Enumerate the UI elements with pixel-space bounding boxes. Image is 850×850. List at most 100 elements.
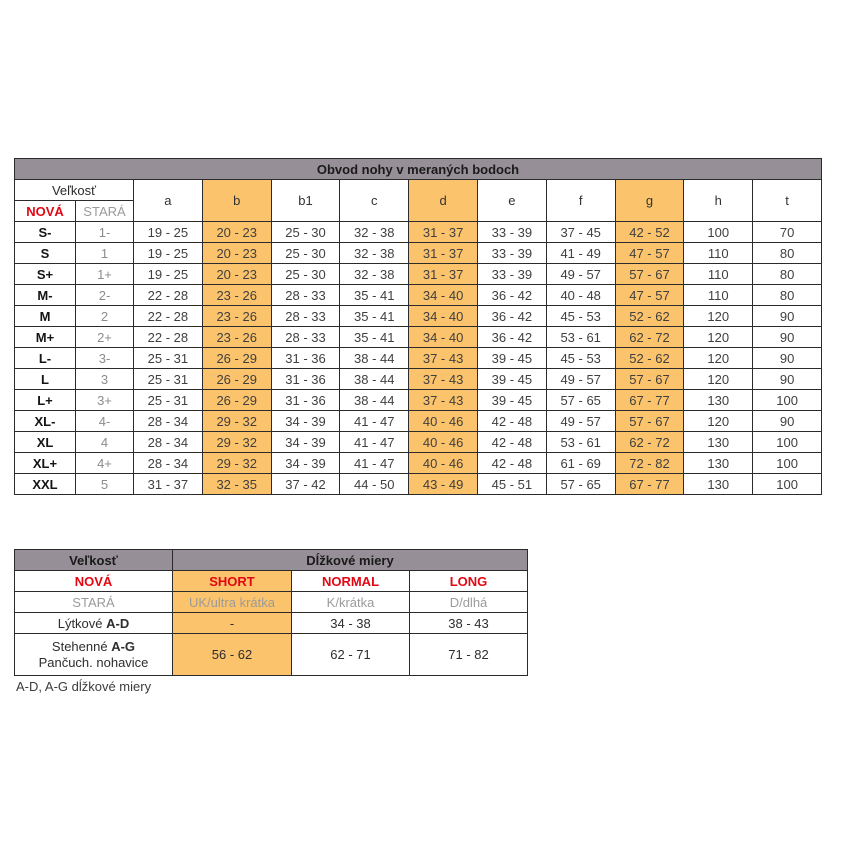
measure-cell-d: 37 - 43 [408, 389, 478, 411]
measure-cell-g: 57 - 67 [614, 410, 685, 432]
column-headers-row: Veľkosť a b b1 c d e f g h t [14, 179, 822, 222]
measure-cell-a: 28 - 34 [133, 410, 203, 432]
measure-cell-t: 90 [752, 347, 822, 369]
measure-cell-g: 47 - 57 [614, 242, 685, 264]
column-header-f: f [545, 179, 616, 222]
length-table-title: Dĺžkové miery [172, 549, 528, 571]
new-size-cell: M+ [14, 326, 76, 348]
size-row-XL+: XL+ 4+ 28 - 34 29 - 32 34 - 39 41 - 47 40 - 46… [14, 452, 822, 474]
measure-cell-f: 40 - 48 [545, 284, 616, 306]
column-header-a: a [133, 179, 203, 222]
measure-cell-b1: 31 - 36 [270, 347, 341, 369]
measure-cell-d: 34 - 40 [408, 284, 478, 306]
measure-cell-a: 28 - 34 [133, 431, 203, 453]
size-row-XXL: XXL 5 31 - 37 32 - 35 37 - 42 44 - 50 43 - 49 4… [14, 473, 822, 495]
measure-cell-b1: 28 - 33 [270, 326, 341, 348]
size-row-XL-: XL- 4- 28 - 34 29 - 32 34 - 39 41 - 47 40 - 46… [14, 410, 822, 432]
new-size-cell: M [14, 305, 76, 327]
measure-cell-a: 19 - 25 [133, 242, 203, 264]
old-normal-value: K/krátka [291, 591, 410, 613]
old-size-cell: 5 [75, 473, 134, 495]
new-size-cell: L [14, 368, 76, 390]
column-header-c: c [339, 179, 410, 222]
measure-cell-b1: 37 - 42 [270, 473, 341, 495]
footnote: A-D, A-G dĺžkové miery [16, 679, 152, 694]
calf-label-text: Lýtkové [57, 615, 103, 631]
size-row-L: L 3 25 - 31 26 - 29 31 - 36 38 - 44 37 - 43 39 … [14, 368, 822, 390]
measure-cell-h: 130 [683, 389, 754, 411]
new-label: NOVÁ [14, 570, 173, 592]
old-size-cell: 3 [75, 368, 134, 390]
thigh-label-text: Stehenné [51, 638, 108, 654]
measure-cell-c: 35 - 41 [339, 305, 410, 327]
measure-cell-t: 90 [752, 305, 822, 327]
size-row-L+: L+ 3+ 25 - 31 26 - 29 31 - 36 38 - 44 37 - 43 3… [14, 389, 822, 411]
old-size-cell: 2- [75, 284, 134, 306]
size-row-S+: S+ 1+ 19 - 25 20 - 23 25 - 30 32 - 38 31 - 37 3… [14, 263, 822, 285]
measure-cell-h: 130 [683, 473, 754, 495]
measure-cell-c: 32 - 38 [339, 263, 410, 285]
measure-cell-e: 42 - 48 [476, 452, 547, 474]
thigh-label-range: A-G [111, 638, 136, 654]
measure-cell-f: 49 - 57 [545, 263, 616, 285]
measure-cell-g: 42 - 52 [614, 221, 685, 243]
measure-cell-h: 120 [683, 368, 754, 390]
measure-cell-b: 20 - 23 [201, 221, 272, 243]
measure-cell-h: 110 [683, 242, 754, 264]
new-size-cell: XXL [14, 473, 76, 495]
measure-cell-g: 67 - 77 [614, 473, 685, 495]
measure-cell-h: 120 [683, 410, 754, 432]
old-size-cell: 1+ [75, 263, 134, 285]
measure-cell-t: 80 [752, 242, 822, 264]
measure-cell-f: 57 - 65 [545, 389, 616, 411]
measure-cell-g: 52 - 62 [614, 305, 685, 327]
measure-cell-a: 22 - 28 [133, 284, 203, 306]
measure-cell-a: 28 - 34 [133, 452, 203, 474]
measure-cell-h: 130 [683, 431, 754, 453]
measure-cell-d: 37 - 43 [408, 347, 478, 369]
old-size-cell: 3- [75, 347, 134, 369]
calf-label: Lýtkové A-D [14, 612, 173, 634]
measure-cell-b: 23 - 26 [201, 326, 272, 348]
measure-cell-h: 130 [683, 452, 754, 474]
measure-cell-h: 110 [683, 263, 754, 285]
measure-cell-d: 34 - 40 [408, 305, 478, 327]
measure-cell-d: 40 - 46 [408, 410, 478, 432]
measure-cell-d: 34 - 40 [408, 326, 478, 348]
measure-cell-c: 38 - 44 [339, 368, 410, 390]
new-size-cell: S+ [14, 263, 76, 285]
measure-cell-d: 40 - 46 [408, 431, 478, 453]
measure-cell-a: 25 - 31 [133, 368, 203, 390]
new-size-cell: S [14, 242, 76, 264]
measure-cell-b: 20 - 23 [201, 263, 272, 285]
thigh-label-line2: Pančuch. nohavice [38, 654, 149, 670]
measure-cell-c: 41 - 47 [339, 410, 410, 432]
thigh-long-value: 71 - 82 [409, 633, 528, 676]
measure-cell-e: 42 - 48 [476, 431, 547, 453]
column-header-e: e [476, 179, 547, 222]
old-size-cell: 4- [75, 410, 134, 432]
measure-cell-f: 49 - 57 [545, 410, 616, 432]
measure-cell-t: 90 [752, 368, 822, 390]
measure-cell-a: 19 - 25 [133, 221, 203, 243]
measure-cell-t: 100 [752, 473, 822, 495]
measure-cell-g: 47 - 57 [614, 284, 685, 306]
main-table-title-row: Obvod nohy v meraných bodoch [14, 158, 822, 180]
new-size-cell: XL- [14, 410, 76, 432]
measure-cell-g: 57 - 67 [614, 368, 685, 390]
measure-cell-t: 80 [752, 284, 822, 306]
measure-cell-c: 35 - 41 [339, 326, 410, 348]
main-table-title: Obvod nohy v meraných bodoch [14, 158, 822, 180]
measure-cell-g: 72 - 82 [614, 452, 685, 474]
measure-cell-e: 39 - 45 [476, 368, 547, 390]
new-size-cell: M- [14, 284, 76, 306]
old-size-cell: 3+ [75, 389, 134, 411]
old-size-cell: 4 [75, 431, 134, 453]
measure-cell-b1: 31 - 36 [270, 368, 341, 390]
measure-cell-d: 31 - 37 [408, 263, 478, 285]
measure-cell-h: 120 [683, 305, 754, 327]
measure-cell-b1: 28 - 33 [270, 305, 341, 327]
calf-normal-value: 34 - 38 [291, 612, 410, 634]
measure-cell-b1: 34 - 39 [270, 431, 341, 453]
measure-cell-g: 52 - 62 [614, 347, 685, 369]
